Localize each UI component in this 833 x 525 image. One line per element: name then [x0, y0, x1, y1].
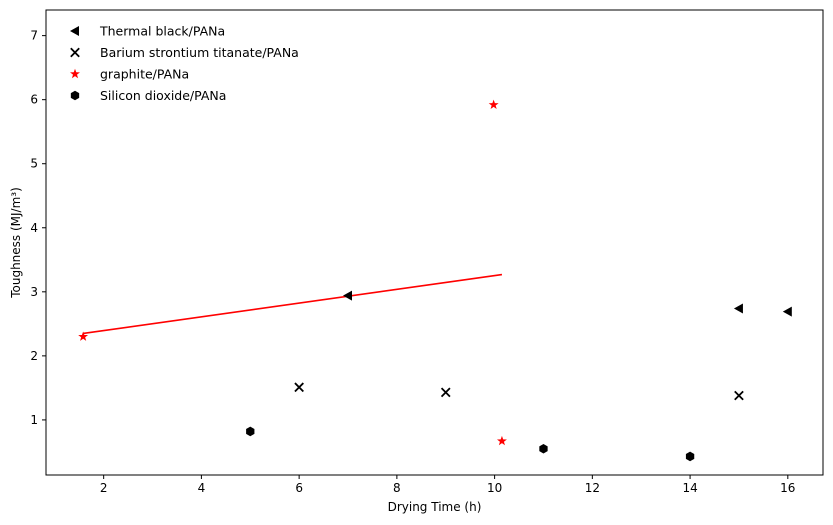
- data-point-hexagon: [539, 443, 548, 454]
- x-tick-label: 12: [585, 481, 600, 495]
- y-tick-label: 1: [30, 413, 38, 427]
- data-point-star: [78, 331, 89, 341]
- data-point-hexagon: [685, 451, 695, 462]
- x-tick-label: 10: [487, 481, 502, 495]
- data-point-x: [294, 382, 304, 393]
- trend-line: [83, 273, 503, 335]
- y-tick-label: 6: [30, 93, 38, 107]
- legend-marker-star: [70, 68, 80, 79]
- legend-label: Thermal black/PANa: [99, 24, 225, 39]
- legend-label: Silicon dioxide/PANa: [100, 88, 226, 103]
- legend-marker-hexagon: [70, 90, 80, 101]
- x-axis-ticks: 2 4 6 8 10 12 14 16: [100, 475, 795, 495]
- legend: Thermal black/PANa Barium strontium titan…: [70, 24, 299, 103]
- data-point-triangle-left: [733, 303, 743, 314]
- y-tick-label: 4: [30, 221, 38, 235]
- x-tick-label: 4: [198, 481, 206, 495]
- data-point-triangle-left: [343, 290, 353, 301]
- data-points-layer: [78, 99, 792, 462]
- data-point-x: [734, 390, 744, 401]
- data-point-hexagon: [246, 426, 255, 437]
- y-tick-label: 7: [30, 29, 38, 43]
- legend-label: Barium strontium titanate/PANa: [100, 45, 299, 60]
- x-tick-label: 16: [780, 481, 795, 495]
- legend-marker-triangle-left: [70, 26, 79, 36]
- y-tick-label: 5: [30, 157, 38, 171]
- x-tick-label: 8: [393, 481, 401, 495]
- x-axis-title: Drying Time (h): [388, 500, 482, 514]
- y-tick-label: 2: [30, 349, 38, 363]
- data-point-triangle-left: [782, 306, 792, 317]
- y-axis-ticks: 1 2 3 4 5 6 7: [30, 29, 46, 427]
- legend-label: graphite/PANa: [100, 67, 189, 82]
- x-tick-label: 6: [295, 481, 303, 495]
- y-axis-title: Toughness (MJ/m³): [9, 187, 23, 299]
- x-tick-label: 14: [682, 481, 697, 495]
- data-point-star: [496, 435, 507, 446]
- legend-marker-x: [70, 47, 80, 58]
- data-point-star: [488, 99, 499, 109]
- x-tick-label: 2: [100, 481, 108, 495]
- data-point-x: [440, 387, 451, 398]
- trend-line-layer: [83, 273, 503, 335]
- plot-area: [45, 9, 824, 476]
- y-tick-label: 3: [30, 285, 38, 299]
